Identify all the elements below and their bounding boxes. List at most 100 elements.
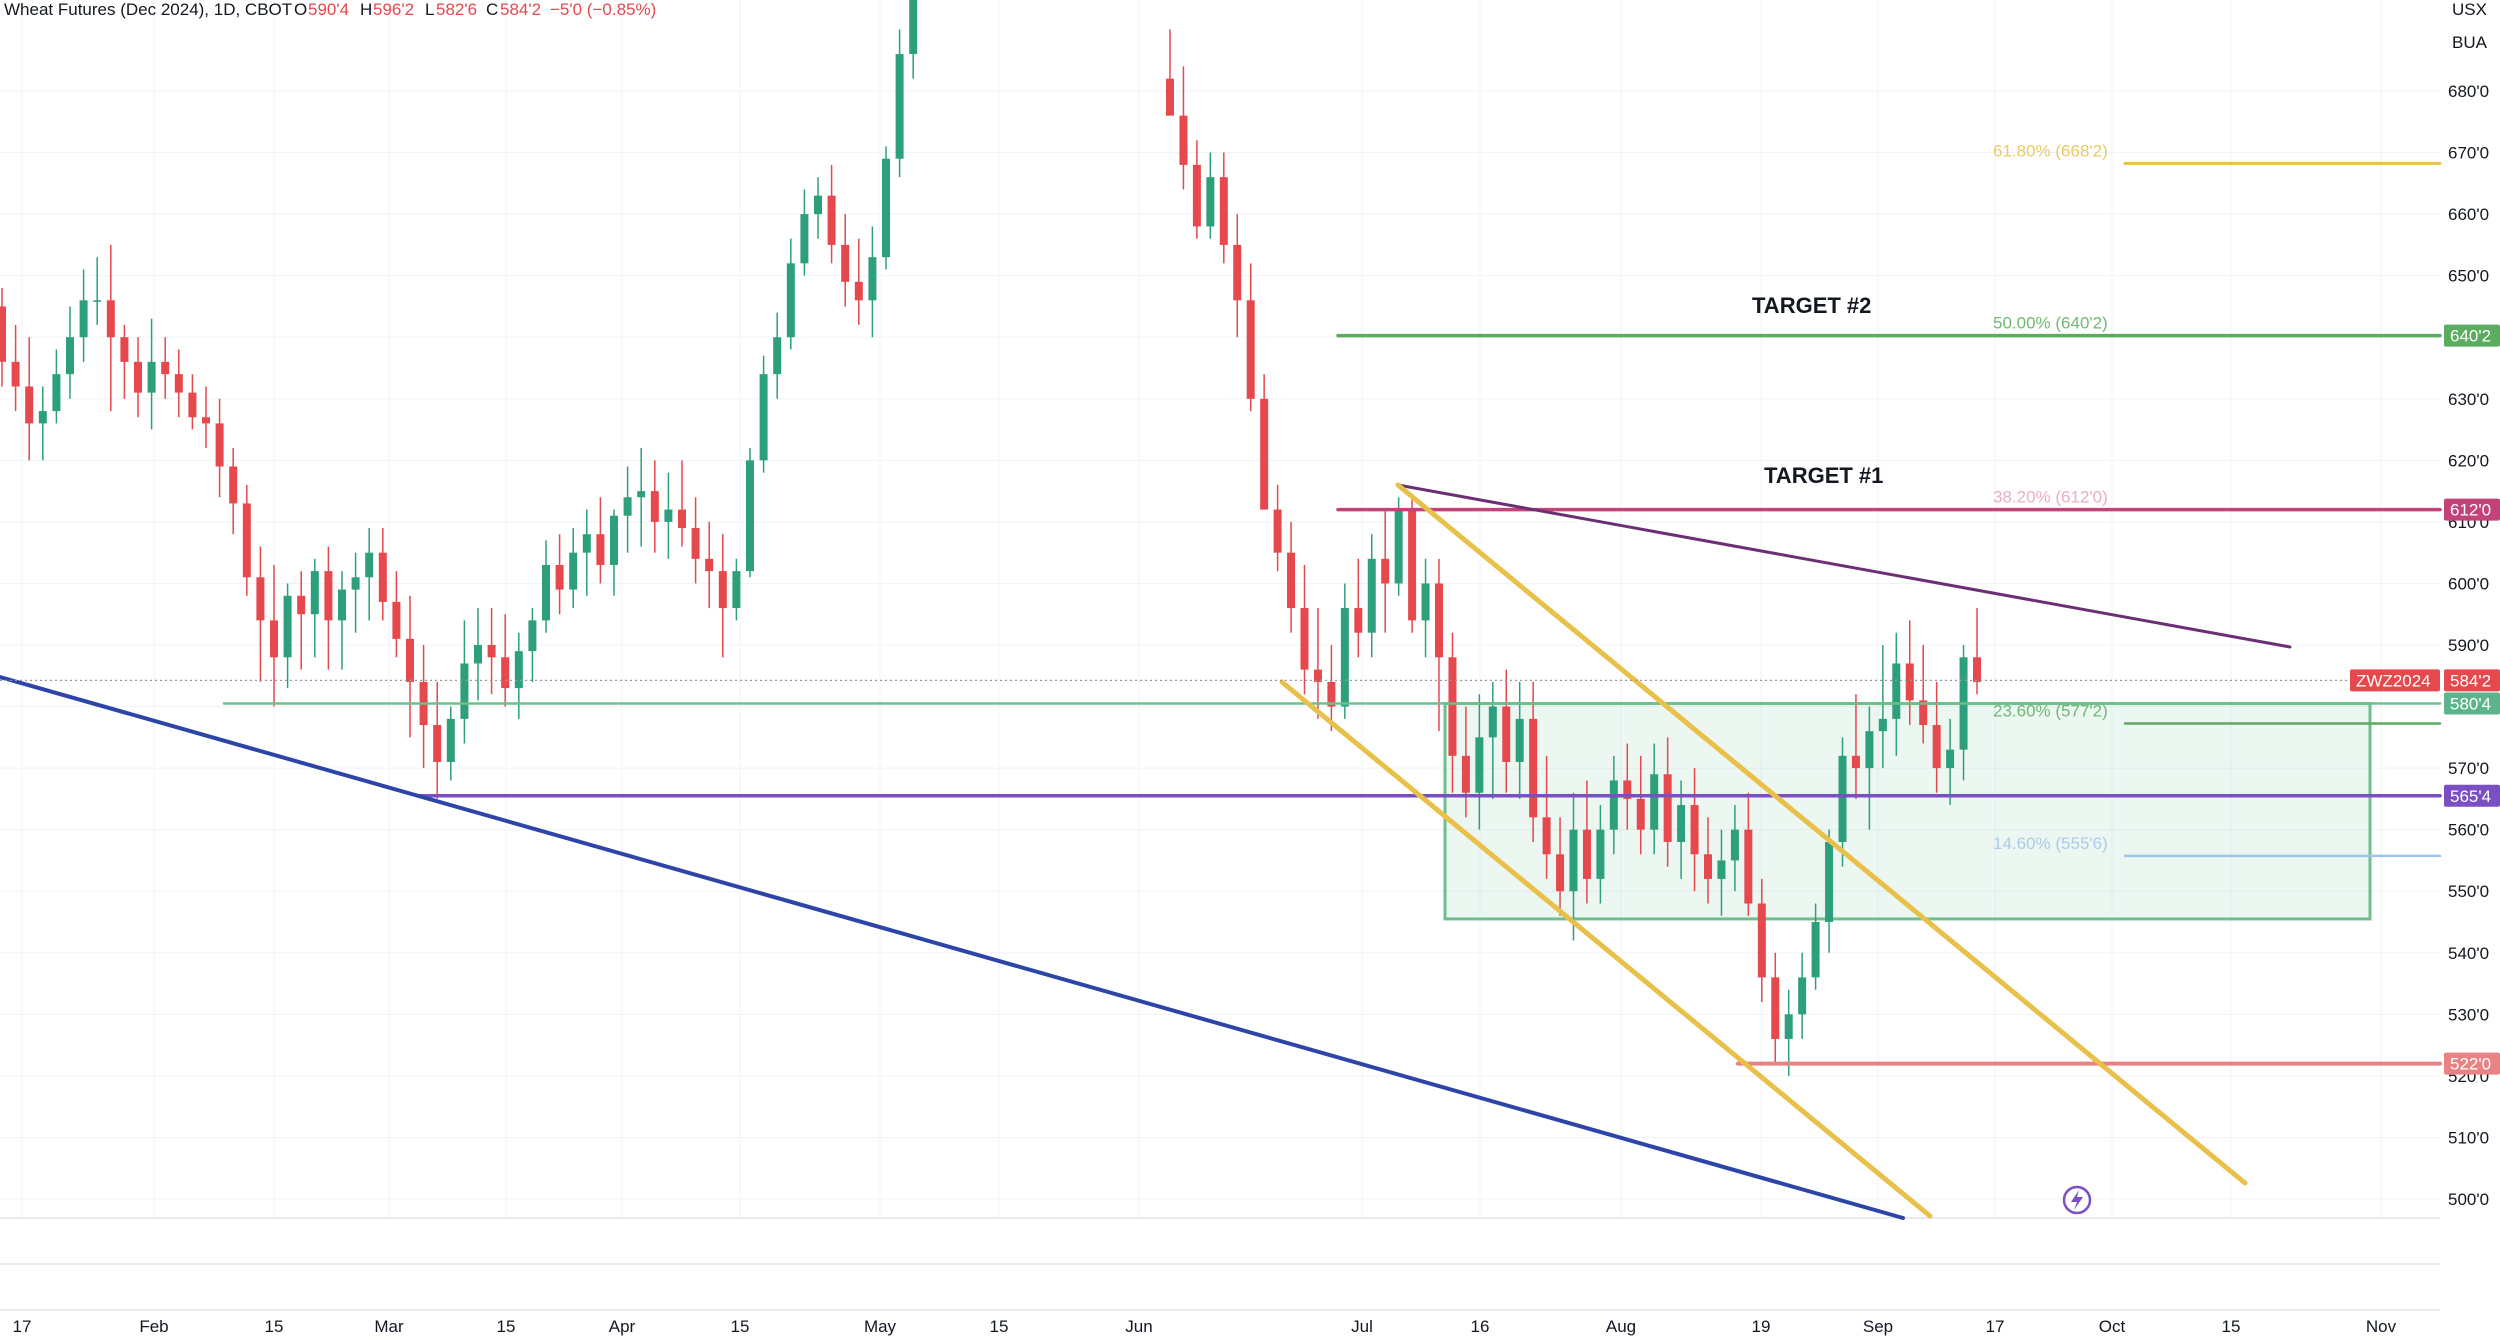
currency-label[interactable]: USX: [2452, 0, 2487, 19]
price-tag: [2444, 784, 2500, 807]
candle-body: [1825, 841, 1834, 922]
candle-body: [406, 638, 414, 682]
grid-lines: [0, 0, 2440, 1311]
candle-body: [202, 417, 210, 424]
candle-body: [1851, 755, 1860, 769]
lightning-icon[interactable]: [2062, 1185, 2092, 1215]
candle-body: [66, 337, 74, 375]
candle-body: [759, 374, 768, 461]
candle-body: [718, 571, 727, 609]
candle-body: [501, 657, 510, 689]
candle-body: [188, 392, 197, 418]
time-tick-label: Jul: [1351, 1317, 1373, 1336]
annotations: TARGET #2 TARGET #1: [1752, 293, 1883, 488]
candle-body: [1919, 700, 1928, 726]
resistance-trendline: [1396, 483, 2292, 649]
candle-body: [1515, 718, 1524, 762]
target-1-label: TARGET #1: [1764, 463, 1883, 488]
candle-body: [1650, 774, 1659, 830]
price-tick-label: 660'0: [2448, 205, 2489, 224]
time-tick-label: Nov: [2366, 1317, 2397, 1336]
time-tick-label: Oct: [2099, 1317, 2126, 1336]
candle-body: [868, 257, 877, 301]
price-tick-label: 560'0: [2448, 821, 2489, 840]
candle-body: [1542, 817, 1551, 855]
candle-body: [1798, 977, 1807, 1015]
candle-body: [446, 718, 455, 762]
candle-body: [1327, 681, 1336, 707]
time-tick-label: 15: [990, 1317, 1009, 1336]
candle-body: [351, 577, 360, 590]
price-axis[interactable]: 680'0670'0660'0650'0640'0630'0620'0610'0…: [2350, 82, 2500, 1209]
candle-body: [215, 423, 224, 467]
fib-level-label: 38.20% (612'0): [1993, 488, 2108, 507]
price-tick-label: 600'0: [2448, 574, 2489, 593]
candle-body: [1475, 737, 1484, 793]
candle-body: [1704, 854, 1712, 879]
candle-body: [242, 503, 251, 578]
candle-body: [1354, 608, 1363, 633]
candle-body: [1838, 755, 1847, 842]
candle-body: [1771, 977, 1780, 1039]
candle-body: [1636, 798, 1645, 830]
time-axis[interactable]: 17 Feb 15 Mar 15 Apr 15 May 15 Jun Jul 16 Aug 19 Sep 17…: [13, 1317, 2397, 1336]
candle-body: [1246, 300, 1255, 399]
price-tag: [2444, 498, 2500, 521]
candle-body: [1878, 718, 1887, 732]
candle-body: [1892, 663, 1901, 719]
price-tick-label: 500'0: [2448, 1190, 2489, 1209]
candle-body: [256, 577, 265, 621]
drawings-back: [1443, 701, 2372, 921]
close-value: 584'2: [500, 0, 541, 19]
candle-body: [1905, 663, 1914, 701]
candle-body: [120, 337, 129, 362]
candle-body: [460, 663, 469, 719]
price-tick-label: 680'0: [2448, 82, 2489, 101]
time-tick-label: 15: [731, 1317, 750, 1336]
long-trendline: [0, 675, 1905, 1220]
price-tag-label: 580'4: [2450, 694, 2491, 713]
candle-body: [433, 725, 442, 762]
candle-body: [1287, 552, 1296, 609]
candle-body: [79, 300, 88, 338]
candle-body: [1811, 922, 1820, 978]
candle-body: [297, 595, 306, 615]
candle-body: [1730, 829, 1739, 861]
candle-body: [1367, 558, 1376, 633]
candle-body: [1206, 177, 1215, 227]
candle-body: [650, 491, 659, 522]
price-tag: [2444, 669, 2500, 692]
price-tick-label: 550'0: [2448, 882, 2489, 901]
time-tick-label: 15: [265, 1317, 284, 1336]
unit-label[interactable]: BUA: [2452, 33, 2488, 52]
candle-body: [1179, 115, 1188, 165]
candle-body: [0, 306, 6, 362]
price-tag-label: 584'2: [2450, 671, 2491, 690]
candle-body: [800, 214, 809, 264]
candle-body: [691, 528, 700, 559]
candle-body: [1300, 608, 1309, 670]
high-value: 596'2: [373, 0, 414, 19]
candle-body: [1233, 244, 1242, 301]
time-tick-label: Aug: [1606, 1317, 1636, 1336]
candle-body: [814, 195, 822, 215]
candle-body: [1596, 829, 1605, 879]
candle-body: [582, 534, 591, 553]
candle-body: [1394, 509, 1403, 584]
time-tick-label: Apr: [609, 1317, 636, 1336]
candle-body: [1381, 558, 1390, 584]
time-tick-label: May: [864, 1317, 897, 1336]
support-zone-box: [1443, 701, 2372, 921]
candle-body: [1609, 780, 1618, 830]
candle-body: [827, 195, 836, 245]
candle-body: [1677, 805, 1686, 842]
price-tick-label: 590'0: [2448, 636, 2489, 655]
candle-body: [270, 620, 278, 658]
change-value: −5'0 (−0.85%): [550, 0, 656, 19]
channel-upper: [1395, 482, 2248, 1186]
candle-body: [324, 571, 333, 621]
candle-body: [338, 589, 346, 621]
time-tick-label: 16: [1471, 1317, 1490, 1336]
